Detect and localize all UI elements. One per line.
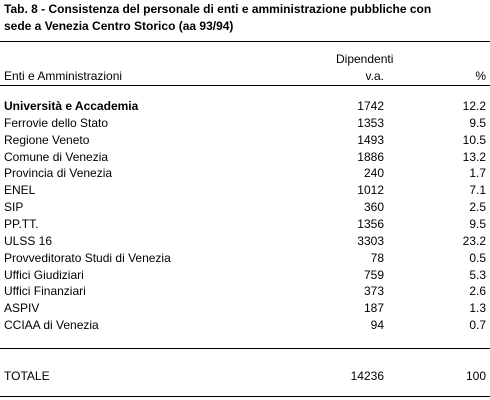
row-label: ASPIV	[4, 301, 40, 316]
cell-percent: 0.5	[469, 250, 486, 265]
rule	[0, 41, 490, 42]
cell-count: 360	[363, 200, 384, 215]
cell-count: 1886	[357, 149, 384, 164]
cell-count: 759	[363, 267, 384, 282]
cell-percent: 0.7	[469, 318, 486, 333]
title: Tab. 8 - Consistenza del personale di en…	[4, 2, 432, 16]
cell-count: 187	[363, 301, 384, 316]
cell-count: 3303	[357, 233, 384, 248]
column-header: %	[475, 69, 486, 83]
column-header: v.a.	[365, 69, 384, 83]
row-label: ULSS 16	[4, 233, 53, 248]
cell-percent: 9.5	[469, 115, 486, 130]
row-label: Uffici Finanziari	[4, 284, 86, 299]
cell-percent: 23.2	[462, 233, 486, 248]
cell-percent: 2.5	[469, 200, 486, 215]
cell-count: 1493	[357, 132, 384, 147]
row-label: Provveditorato Studi di Venezia	[4, 250, 171, 265]
row-label: ENEL	[4, 183, 36, 198]
cell-percent: 9.5	[469, 216, 486, 231]
row-label: CCIAA di Venezia	[4, 318, 99, 333]
rule	[0, 396, 490, 397]
cell-percent: 2.6	[469, 284, 486, 299]
rule	[0, 348, 490, 349]
row-label: Ferrovie dello Stato	[4, 115, 109, 130]
cell-count: 78	[370, 250, 384, 265]
cell-count: 14236	[350, 369, 384, 383]
cell-percent: 7.1	[469, 183, 486, 198]
cell-count: 1742	[357, 99, 384, 113]
cell-percent: 100	[465, 369, 486, 383]
rule	[0, 85, 490, 86]
row-label: Provincia di Venezia	[4, 166, 113, 181]
row-label: Uffici Giudiziari	[4, 267, 84, 282]
title: sede a Venezia Centro Storico (aa 93/94)	[4, 19, 234, 33]
cell-percent: 1.7	[469, 166, 486, 181]
cell-percent: 12.2	[462, 99, 486, 113]
cell-percent: 1.3	[469, 301, 486, 316]
cell-percent: 10.5	[462, 132, 486, 147]
row-label: Regione Veneto	[4, 132, 90, 147]
cell-count: 1353	[357, 115, 384, 130]
cell-count: 94	[370, 318, 384, 333]
group-header: Dipendenti	[336, 52, 394, 66]
cell-percent: 13.2	[462, 149, 486, 164]
cell-count: 1012	[357, 183, 384, 198]
column-header: Enti e Amministrazioni	[4, 69, 123, 83]
row-label: PP.TT.	[4, 216, 39, 231]
cell-count: 1356	[357, 216, 384, 231]
row-label: SIP	[4, 200, 24, 215]
row-label: Comune di Venezia	[4, 149, 109, 164]
row-label: Università e Accademia	[4, 99, 139, 113]
cell-count: 373	[363, 284, 384, 299]
cell-percent: 5.3	[469, 267, 486, 282]
cell-count: 240	[363, 166, 384, 181]
row-label: TOTALE	[4, 369, 50, 383]
